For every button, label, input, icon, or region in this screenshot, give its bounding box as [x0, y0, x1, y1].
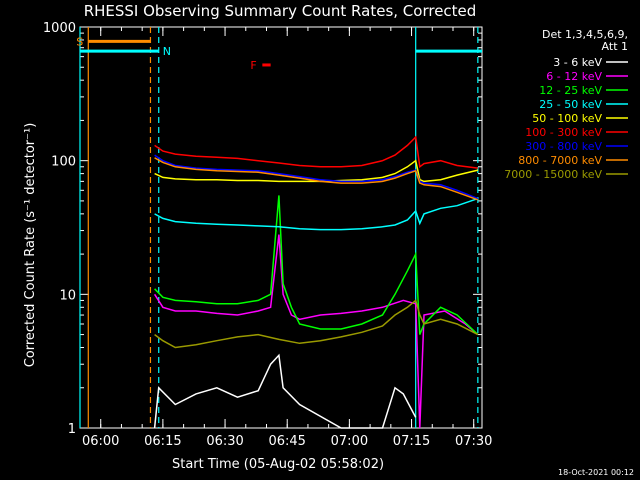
- legend-entry: 3 - 6 keV: [553, 56, 602, 69]
- series-line: [154, 157, 479, 201]
- x-tick-label: 07:15: [393, 434, 430, 449]
- timestamp: 18-Oct-2021 00:12: [558, 468, 634, 477]
- y-tick-label: 100: [51, 155, 76, 170]
- x-axis-label: Start Time (05-Aug-02 05:58:02): [172, 457, 384, 472]
- legend-entry: 12 - 25 keV: [539, 84, 602, 97]
- legend-entry: 800 - 7000 keV: [518, 154, 602, 167]
- flag-bars: S N F: [76, 35, 482, 72]
- y-ticks: 1 10 100 1000: [43, 21, 482, 437]
- legend-entry: 300 - 800 keV: [525, 140, 602, 153]
- x-ticks: 06:00 06:15 06:30 06:45 07:00 07:15 07:30: [79, 27, 492, 449]
- series-lines: [153, 135, 479, 429]
- x-tick-label: 07:00: [331, 434, 368, 449]
- y-axis-label: Corrected Count Rate (s⁻¹ detector⁻¹): [23, 123, 38, 368]
- legend-entry: 100 - 300 keV: [525, 126, 602, 139]
- legend-header: Det 1,3,4,5,6,9,: [542, 28, 628, 41]
- series-line: [154, 159, 479, 183]
- y-tick-label: 1000: [43, 21, 76, 36]
- x-tick-label: 07:30: [455, 434, 492, 449]
- series-line: [154, 299, 479, 349]
- series-line: [153, 353, 417, 429]
- legend-entry: 6 - 12 keV: [546, 70, 602, 83]
- legend-entry: 50 - 100 keV: [532, 112, 602, 125]
- legend-entry: 25 - 50 keV: [539, 98, 602, 111]
- flag-label: S: [76, 35, 83, 48]
- series-line: [153, 234, 479, 429]
- series-line: [154, 195, 479, 336]
- y-tick-label: 10: [59, 288, 76, 303]
- x-tick-label: 06:00: [82, 434, 119, 449]
- series-line: [154, 135, 478, 169]
- chart-title: RHESSI Observing Summary Count Rates, Co…: [84, 2, 477, 20]
- legend-header: Att 1: [602, 40, 628, 53]
- x-tick-label: 06:30: [206, 434, 243, 449]
- x-tick-label: 06:15: [144, 434, 181, 449]
- flag-label: N: [163, 45, 171, 58]
- flag-label: F: [250, 59, 256, 72]
- legend-entry: 7000 - 15000 keV: [504, 168, 602, 181]
- x-tick-label: 06:45: [268, 434, 305, 449]
- y-tick-label: 1: [68, 422, 76, 437]
- series-line: [154, 197, 479, 231]
- series-line: [154, 154, 479, 200]
- vertical-markers: [79, 27, 479, 428]
